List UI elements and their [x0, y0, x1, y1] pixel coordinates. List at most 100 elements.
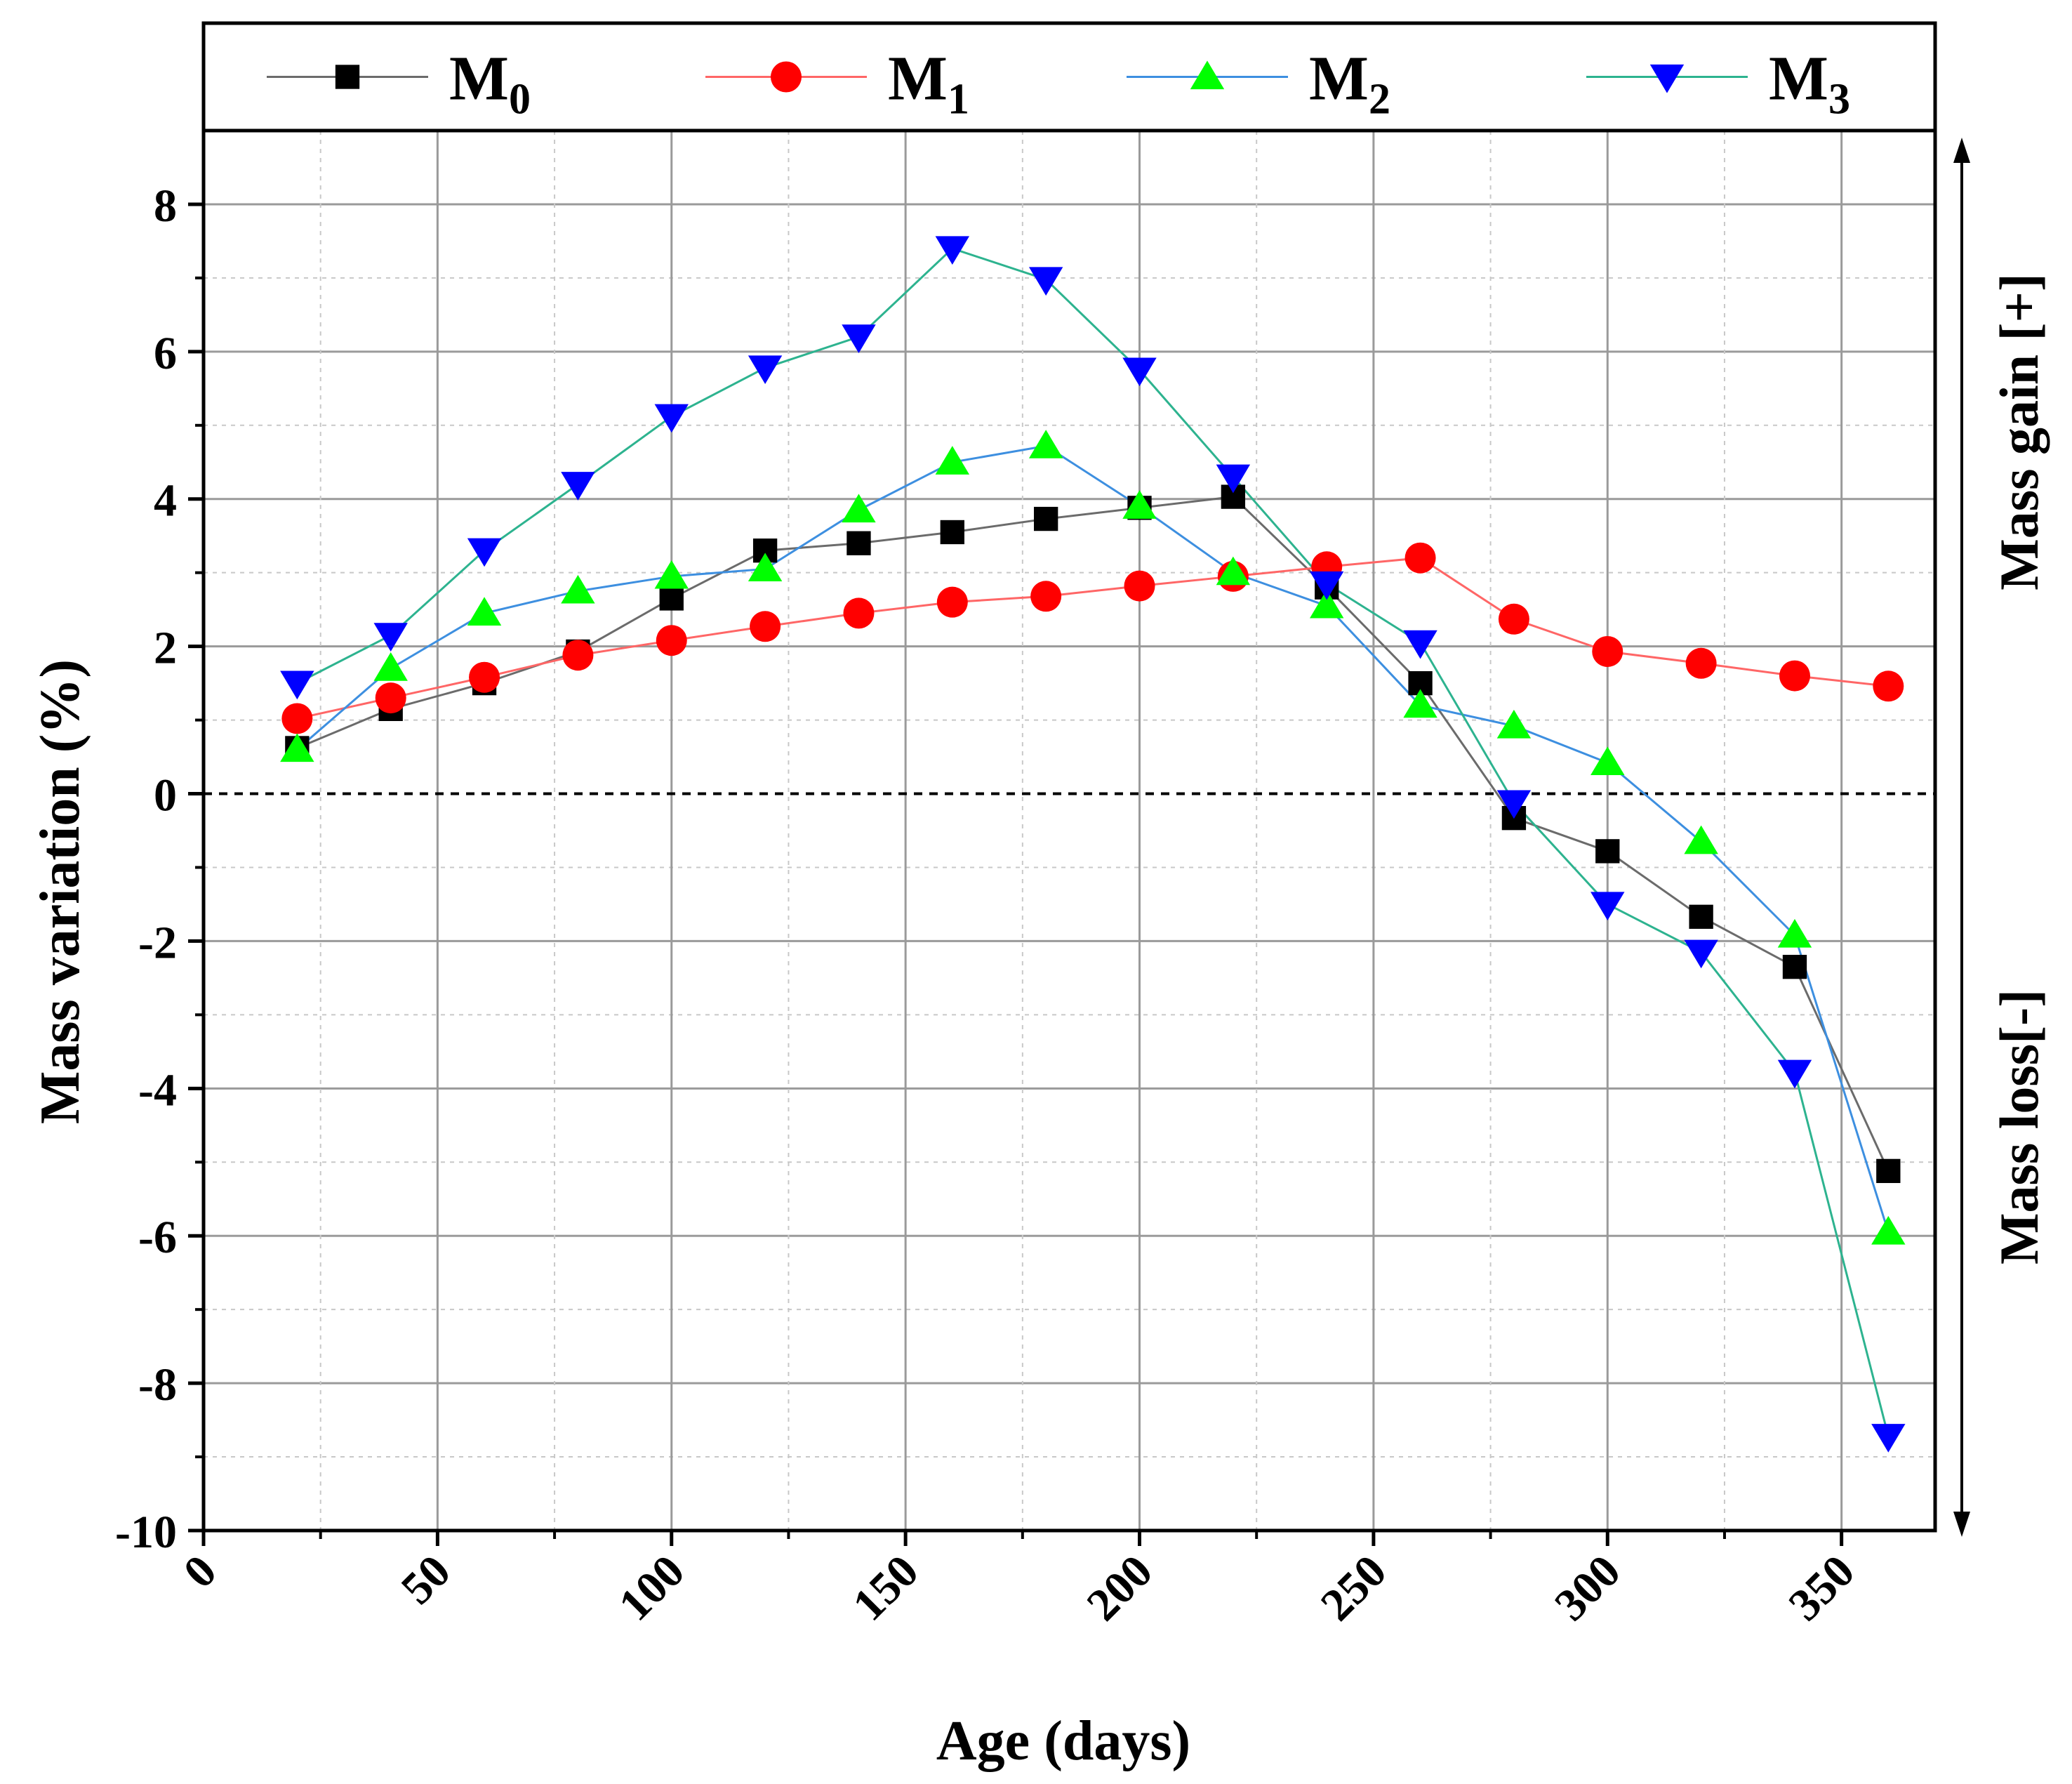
- data-point-m1: [469, 661, 500, 693]
- y-tick-label: 0: [154, 770, 177, 821]
- arrow-up-head: [1953, 138, 1970, 163]
- data-point-m1: [843, 597, 875, 629]
- data-point-m3: [935, 236, 970, 265]
- y-tick-label: -10: [115, 1507, 177, 1558]
- data-point-m1: [1404, 542, 1436, 574]
- data-point-m3: [1871, 1424, 1906, 1453]
- legend-label-base: M: [1769, 44, 1828, 114]
- series-line-m2: [296, 444, 1890, 1233]
- x-axis-label: Age (days): [936, 1710, 1190, 1772]
- data-point-m2: [1028, 430, 1063, 458]
- data-point-m1: [1779, 660, 1810, 692]
- data-point-m2: [935, 446, 970, 475]
- legend-label-m0: M0: [449, 44, 531, 124]
- y-axis-label: Mass variation (%): [29, 659, 91, 1124]
- data-point-m3: [1496, 790, 1532, 819]
- mass-gain-label: Mass gain [+]: [1988, 273, 2050, 590]
- series-line-m3: [296, 247, 1890, 1437]
- legend-label-subscript: 1: [948, 76, 969, 124]
- data-point-m3: [654, 404, 689, 433]
- data-point-m0: [940, 520, 964, 545]
- data-point-m3: [1310, 571, 1344, 600]
- grid: [204, 131, 1935, 1531]
- y-tick-label: 8: [154, 180, 177, 232]
- data-point-m2: [1122, 490, 1157, 519]
- data-point-m3: [1590, 892, 1625, 921]
- y-tick-label: -4: [138, 1064, 177, 1116]
- data-point-m0: [1595, 839, 1620, 864]
- data-point-m3: [280, 670, 314, 700]
- data-point-m3: [561, 472, 595, 501]
- data-point-m1: [936, 586, 968, 618]
- data-point-m3: [1122, 357, 1157, 387]
- y-tick-label: 6: [154, 328, 177, 379]
- data-point-m0: [1876, 1158, 1901, 1184]
- data-point-m1: [1685, 647, 1717, 679]
- data-point-m1: [1030, 581, 1062, 612]
- legend-label-base: M: [449, 44, 509, 114]
- data-point-m2: [842, 494, 876, 523]
- legend-marker-m2: [1190, 60, 1225, 90]
- data-point-m2: [1403, 689, 1437, 718]
- legend-marker-m3: [1649, 64, 1685, 93]
- legend-label-m3: M3: [1769, 44, 1850, 124]
- y-tick-label: 4: [154, 475, 177, 527]
- data-point-m1: [750, 611, 781, 642]
- right-annotation: Mass gain [+] Mass loss[-]: [1953, 138, 2050, 1537]
- data-point-m3: [748, 355, 783, 385]
- data-point-m1: [1124, 570, 1155, 602]
- data-point-m0: [1689, 904, 1713, 929]
- data-point-m2: [373, 652, 408, 681]
- data-point-m2: [1871, 1215, 1906, 1245]
- arrow-down-head: [1953, 1512, 1970, 1537]
- legend-label-base: M: [1309, 44, 1369, 114]
- data-point-m1: [375, 682, 406, 714]
- data-point-m2: [467, 597, 502, 626]
- data-point-m2: [1496, 709, 1532, 739]
- mass-loss-label: Mass loss[-]: [1988, 989, 2050, 1264]
- legend-label-subscript: 3: [1828, 76, 1850, 124]
- data-point-m3: [1216, 464, 1251, 494]
- series-lines: [296, 247, 1890, 1437]
- series-line-m0: [296, 496, 1890, 1172]
- data-point-m1: [1873, 670, 1904, 702]
- legend-marker-m1: [771, 61, 802, 93]
- data-point-m3: [1028, 267, 1063, 296]
- y-tick-label: -6: [138, 1212, 177, 1263]
- data-point-m3: [1777, 1059, 1812, 1089]
- data-point-m2: [1216, 556, 1251, 586]
- legend: M0 M1 M2 M3: [267, 44, 1850, 124]
- y-tick-label: -2: [138, 917, 177, 968]
- data-point-m1: [562, 640, 594, 671]
- data-point-m2: [1310, 589, 1344, 619]
- legend-label-m2: M2: [1309, 44, 1390, 124]
- data-point-m3: [1403, 630, 1437, 659]
- legend-box: [201, 21, 1937, 133]
- series-markers: [280, 236, 1906, 1453]
- data-point-m1: [281, 703, 313, 734]
- data-point-m3: [1684, 939, 1718, 969]
- data-point-m2: [654, 560, 689, 589]
- data-point-m1: [1592, 635, 1623, 667]
- legend-label-subscript: 2: [1369, 76, 1390, 124]
- data-point-m2: [748, 553, 783, 582]
- legend-label-subscript: 0: [509, 76, 531, 124]
- data-point-m0: [659, 586, 684, 611]
- data-point-m0: [846, 531, 871, 555]
- series-line-m1: [297, 557, 1889, 720]
- data-point-m0: [1782, 954, 1807, 979]
- data-point-m3: [842, 324, 876, 353]
- data-point-m2: [561, 574, 595, 604]
- data-point-m1: [656, 625, 687, 656]
- data-point-m3: [467, 538, 502, 567]
- data-point-m2: [280, 733, 314, 762]
- y-tick-label: 2: [154, 623, 177, 674]
- data-point-m2: [1590, 746, 1625, 776]
- data-point-m1: [1498, 603, 1529, 635]
- legend-label-base: M: [888, 44, 948, 114]
- data-point-m3: [373, 623, 408, 652]
- data-point-m2: [1684, 825, 1718, 854]
- data-point-m2: [1777, 918, 1812, 948]
